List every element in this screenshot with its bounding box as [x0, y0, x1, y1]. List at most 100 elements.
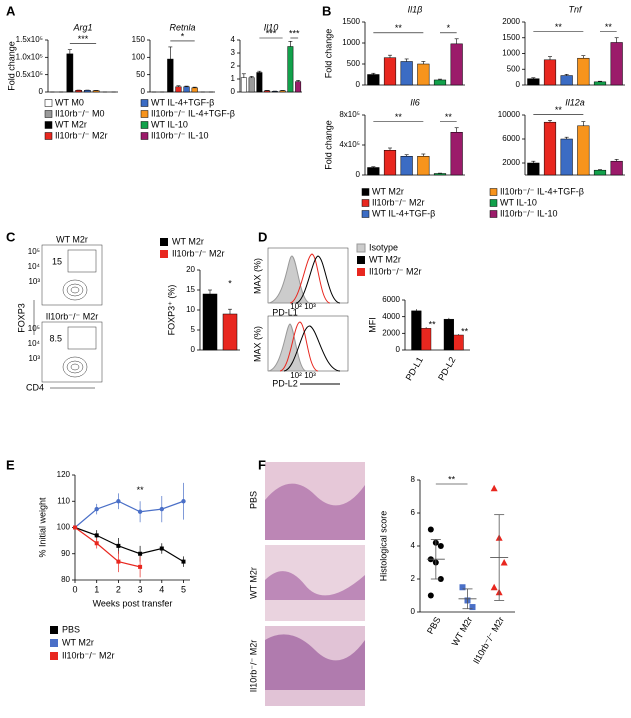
panel-label: F [258, 457, 266, 472]
legend-swatch [361, 188, 370, 196]
point [137, 509, 143, 514]
point [138, 564, 143, 569]
flow-label: WT M2r [56, 234, 88, 244]
isotype-curve [267, 323, 307, 372]
contour [62, 279, 88, 301]
panel-label: C [6, 229, 16, 244]
y-tick-label: 8x10⁵ [339, 110, 360, 119]
y-tick-label: 500 [347, 59, 361, 68]
bar [400, 61, 413, 86]
y-tick-label: 0 [396, 345, 401, 354]
tissue [265, 571, 365, 600]
bar [175, 86, 182, 93]
y-tick-label: 8 [411, 475, 416, 484]
contour [66, 283, 84, 297]
bar [543, 59, 557, 86]
flow-label: Il10rb⁻/⁻ M2r [46, 311, 99, 321]
y-tick-label: 120 [57, 470, 71, 479]
tissue [265, 483, 365, 540]
significance: ** [461, 327, 469, 337]
y-tick-label: 0 [191, 345, 196, 354]
bar [222, 313, 238, 351]
y-tick-label: 0 [141, 87, 146, 96]
significance: ** [605, 22, 613, 32]
y-tick-label: 3 [231, 48, 236, 57]
legend-label: WT IL-4+TGF-β [151, 97, 214, 107]
legend-label: Il10rb⁻/⁻ IL-10 [500, 208, 558, 218]
ko-curve [279, 321, 319, 372]
y-tick-label: 0 [356, 170, 361, 179]
x-tick-label: 4 [159, 584, 164, 594]
chart-title: Il6 [410, 97, 420, 107]
bar [191, 87, 198, 93]
point [73, 525, 77, 530]
point [490, 484, 498, 492]
legend-label: WT M2r [172, 236, 204, 246]
y-tick-label: 150 [132, 35, 146, 44]
significance: ** [395, 23, 403, 33]
isotype-curve [267, 255, 311, 304]
bar [543, 121, 557, 176]
point [437, 543, 444, 549]
contour [70, 286, 80, 294]
bar [610, 42, 623, 86]
y-tick-label: 500 [507, 64, 521, 73]
point [116, 499, 121, 504]
point [94, 506, 99, 512]
point [138, 551, 143, 556]
bar [450, 132, 463, 176]
legend-label: Il10rb⁻/⁻ M2r [55, 130, 108, 140]
y-tick-label: 1.0x10⁵ [16, 52, 43, 61]
significance: *** [266, 28, 277, 38]
chart-title: Il1β [408, 4, 423, 14]
histology [265, 462, 365, 706]
y-tick-label: 4x10⁵ [339, 140, 360, 149]
bar [383, 57, 397, 86]
y-tick-label: 1500 [342, 17, 360, 26]
y-tick-label: 2000 [502, 158, 520, 167]
legend-swatch [140, 99, 149, 107]
legend-label: Il10rb⁻/⁻ M2r [369, 266, 422, 276]
chart-title: Il12a [565, 97, 585, 107]
flow-frame [41, 244, 103, 306]
legend-swatch [356, 243, 366, 253]
legend-swatch [50, 639, 58, 647]
point [159, 546, 164, 551]
significance: ** [445, 112, 453, 122]
legend-swatch [361, 210, 370, 218]
bar [248, 77, 255, 93]
flow-tick: 10⁴ [28, 339, 41, 348]
y-tick-label: 2 [411, 574, 416, 583]
legend-label: WT IL-10 [151, 119, 188, 129]
contour [62, 356, 88, 378]
bar [443, 318, 454, 351]
significance: ** [555, 105, 563, 115]
y-tick-label: 6000 [502, 134, 520, 143]
hist-tick: 10² [290, 302, 302, 311]
wt-curve [283, 325, 341, 372]
panel-label: D [258, 229, 267, 244]
bar [417, 63, 430, 86]
bar [367, 167, 380, 176]
legend-swatch [50, 652, 58, 660]
legend-swatch [140, 132, 149, 140]
legend-swatch [44, 132, 53, 140]
legend-swatch [489, 210, 498, 218]
point [94, 541, 99, 546]
legend-label: WT IL-10 [500, 197, 537, 207]
significance: *** [78, 34, 89, 44]
point [427, 526, 434, 533]
legend-swatch [44, 110, 53, 118]
legend-label: WT IL-4+TGF-β [372, 208, 435, 218]
hist-y-label: MAX (%) [252, 258, 262, 294]
x-tick-label: 2 [116, 584, 121, 594]
y-tick-label: 0 [39, 87, 44, 96]
y-axis-label: Histological score [378, 511, 388, 582]
y-tick-label: 10 [186, 305, 195, 314]
point [490, 583, 498, 591]
bar [271, 91, 278, 93]
bar [593, 81, 607, 86]
hist-tick: 10³ [304, 371, 316, 380]
bar [75, 90, 82, 93]
legend-label: Il10rb⁻/⁻ IL-4+TGF-β [151, 108, 235, 118]
